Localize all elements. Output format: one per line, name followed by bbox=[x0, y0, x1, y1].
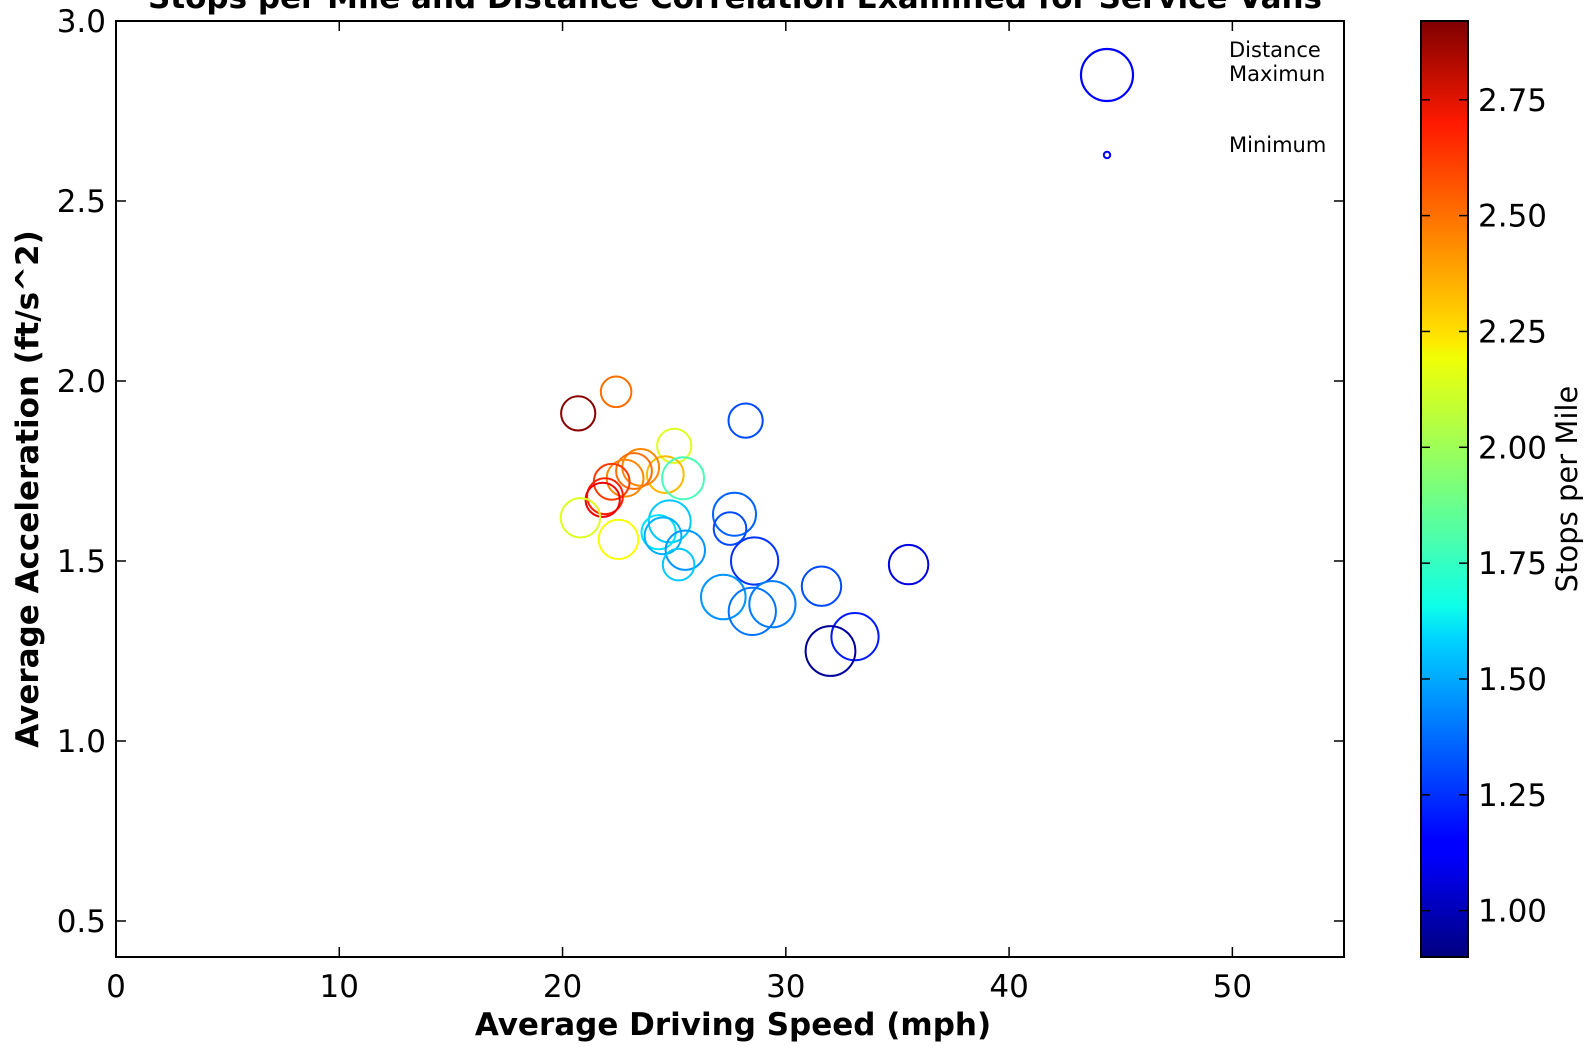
data-point bbox=[700, 573, 747, 621]
data-point bbox=[645, 455, 685, 495]
data-point bbox=[592, 462, 631, 501]
data-point bbox=[560, 395, 597, 432]
colorbar-gradient bbox=[1420, 20, 1469, 958]
y-tick-label: 1.5 bbox=[57, 544, 106, 580]
y-axis-title: Average Acceleration (ft/s^2) bbox=[10, 230, 46, 748]
colorbar-title: Stops per Mile bbox=[1550, 386, 1584, 593]
data-point bbox=[727, 402, 764, 439]
data-point bbox=[656, 427, 693, 464]
x-tick-label: 40 bbox=[989, 969, 1028, 1005]
data-point bbox=[586, 477, 624, 516]
data-point bbox=[661, 547, 696, 582]
colorbar-tick-label: 2.25 bbox=[1478, 314, 1547, 350]
chart-title: Stops per Mile and Distance Correlation … bbox=[148, 0, 1322, 16]
x-tick-label: 50 bbox=[1213, 969, 1252, 1005]
y-axis-ticks: 0.5 1.0 1.5 2.0 2.5 3.0 bbox=[57, 4, 1344, 940]
legend-min-circle bbox=[1102, 150, 1112, 160]
plot-frame bbox=[115, 20, 1345, 958]
data-point bbox=[647, 499, 692, 544]
data-point bbox=[599, 375, 633, 409]
data-point bbox=[597, 518, 640, 561]
colorbar-tick-label: 1.75 bbox=[1478, 546, 1547, 582]
x-tick-label: 0 bbox=[106, 969, 126, 1005]
data-point bbox=[730, 536, 780, 586]
colorbar-tick-label: 2.75 bbox=[1478, 83, 1547, 119]
data-point bbox=[887, 543, 930, 586]
colorbar-tick-label: 1.50 bbox=[1478, 662, 1547, 698]
x-axis-ticks: 0 10 20 30 40 50 bbox=[106, 21, 1252, 1005]
y-tick-label: 0.5 bbox=[57, 904, 106, 940]
data-point bbox=[559, 497, 602, 539]
x-axis-title: Average Driving Speed (mph) bbox=[475, 1007, 991, 1043]
y-tick-label: 2.0 bbox=[57, 364, 106, 400]
x-tick-label: 30 bbox=[766, 969, 805, 1005]
y-tick-label: 2.5 bbox=[57, 184, 106, 220]
data-point bbox=[748, 580, 797, 629]
colorbar-tick-label: 1.00 bbox=[1478, 894, 1547, 930]
size-legend: Distance Maximun Minimum bbox=[1079, 38, 1326, 160]
legend-max-circle bbox=[1079, 47, 1135, 103]
y-tick-label: 1.0 bbox=[57, 724, 106, 760]
legend-title: Distance bbox=[1229, 38, 1321, 62]
colorbar-tick-label: 1.25 bbox=[1478, 778, 1547, 814]
legend-min-label: Minimum bbox=[1229, 133, 1326, 157]
colorbar-ticks: 1.00 1.25 1.50 1.75 2.00 2.25 2.50 2.75 bbox=[1421, 83, 1547, 930]
data-point bbox=[615, 452, 653, 490]
data-point bbox=[830, 612, 880, 662]
data-point bbox=[712, 491, 757, 537]
data-point bbox=[584, 481, 621, 518]
colorbar: 1.00 1.25 1.50 1.75 2.00 2.25 2.50 2.75 Stops p… bbox=[1420, 20, 1584, 958]
data-point bbox=[643, 516, 683, 556]
data-point bbox=[712, 511, 748, 546]
colorbar-tick-label: 2.50 bbox=[1478, 199, 1547, 235]
y-tick-label: 3.0 bbox=[57, 4, 106, 40]
data-point bbox=[804, 625, 857, 677]
data-point bbox=[727, 586, 777, 637]
data-point bbox=[661, 456, 706, 501]
data-point bbox=[664, 529, 706, 571]
colorbar-tick-label: 2.00 bbox=[1478, 430, 1547, 466]
data-points bbox=[559, 375, 930, 677]
data-point bbox=[800, 565, 843, 607]
legend-max-label: Maximun bbox=[1229, 62, 1325, 86]
x-tick-label: 10 bbox=[320, 969, 359, 1005]
plot-area: 0 10 20 30 40 50 0.5 1.0 1.5 2.0 2.5 3.0 bbox=[57, 4, 1345, 1005]
x-tick-label: 20 bbox=[543, 969, 582, 1005]
